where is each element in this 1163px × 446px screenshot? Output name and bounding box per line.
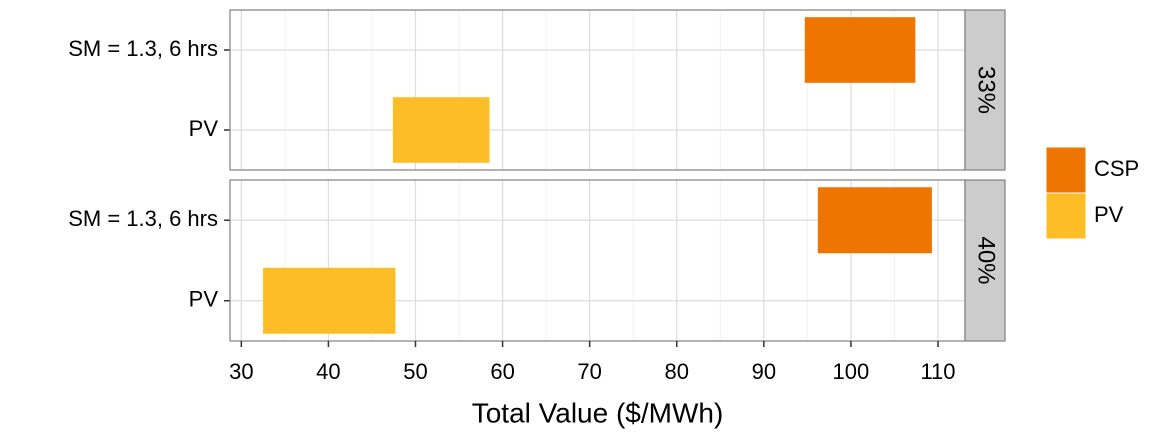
x-tick-label: 30 (229, 359, 253, 384)
strip-label: 40% (973, 236, 1000, 284)
strip-label: 33% (973, 66, 1000, 114)
y-tick-label: PV (189, 116, 219, 141)
x-axis-label: Total Value ($/MWh) (472, 397, 724, 428)
legend-label: CSP (1094, 156, 1139, 181)
bar (804, 17, 916, 83)
x-tick-label: 40 (316, 359, 340, 384)
bar (392, 97, 490, 163)
legend-label: PV (1094, 202, 1124, 227)
x-tick-label: 100 (833, 359, 870, 384)
strip (964, 179, 1006, 342)
y-tick-label: SM = 1.3, 6 hrs (68, 206, 218, 231)
y-tick-label: PV (189, 287, 219, 312)
y-tick-label: SM = 1.3, 6 hrs (68, 36, 218, 61)
bar (263, 267, 396, 334)
x-tick-label: 80 (665, 359, 689, 384)
x-tick-label: 60 (490, 359, 514, 384)
bar (817, 187, 932, 254)
x-tick-label: 90 (752, 359, 776, 384)
x-tick-label: 110 (920, 359, 955, 384)
strip (964, 9, 1006, 171)
x-tick-label: 50 (403, 359, 427, 384)
legend-key (1045, 146, 1087, 194)
x-tick-label: 70 (577, 359, 601, 384)
legend-key (1045, 192, 1087, 240)
